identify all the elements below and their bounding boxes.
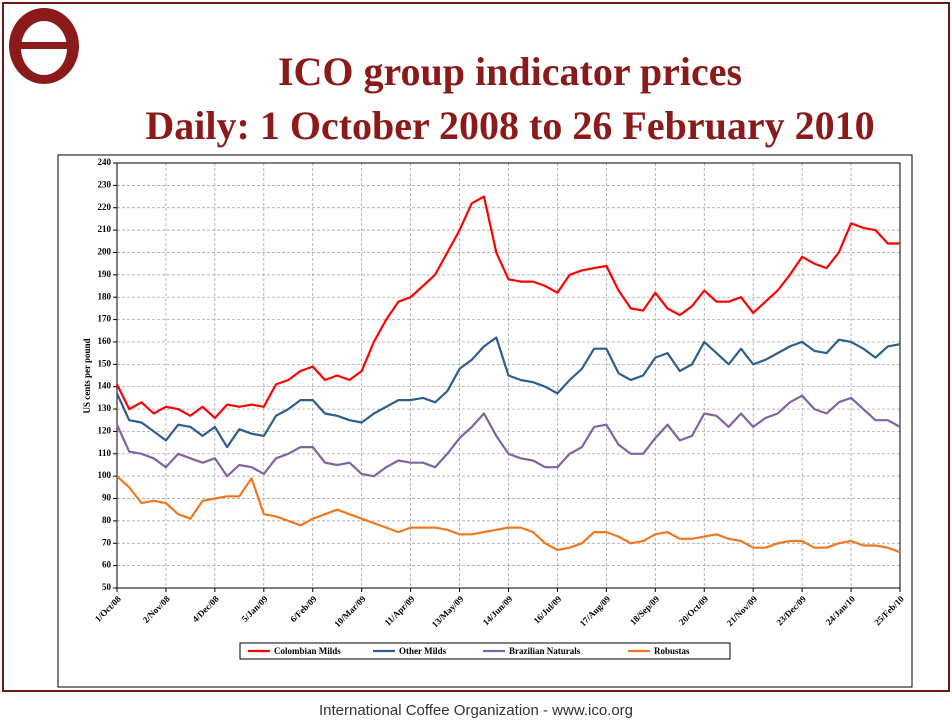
y-tick-label: 130 bbox=[98, 403, 112, 413]
y-tick-label: 100 bbox=[98, 470, 112, 480]
y-tick-label: 140 bbox=[98, 381, 112, 391]
chart-subtitle: Daily: 1 October 2008 to 26 February 201… bbox=[145, 103, 874, 148]
series-line bbox=[116, 195, 900, 420]
legend-label: Other Milds bbox=[399, 646, 447, 656]
y-tick-label: 150 bbox=[98, 358, 112, 368]
y-tick-label: 220 bbox=[98, 202, 112, 212]
y-tick-label: 50 bbox=[102, 582, 112, 592]
y-axis-label: US cents per pound bbox=[82, 338, 92, 413]
chart-title: ICO group indicator prices bbox=[278, 49, 742, 94]
legend-label: Robustas bbox=[654, 646, 690, 656]
series-line bbox=[115, 394, 901, 478]
y-tick-label: 160 bbox=[98, 336, 112, 346]
y-tick-label: 120 bbox=[98, 425, 112, 435]
y-tick-label: 80 bbox=[102, 515, 112, 525]
y-tick-label: 200 bbox=[98, 247, 112, 257]
logo bbox=[9, 8, 79, 84]
y-tick-label: 70 bbox=[102, 537, 112, 547]
y-tick-label: 180 bbox=[98, 291, 112, 301]
y-tick-label: 170 bbox=[98, 314, 112, 324]
y-tick-label: 90 bbox=[102, 493, 112, 503]
legend-item: Robustas bbox=[628, 646, 690, 656]
series-line bbox=[116, 475, 901, 554]
y-tick-label: 110 bbox=[98, 448, 112, 458]
y-tick-label: 230 bbox=[98, 179, 112, 189]
footer: International Coffee Organization - www.… bbox=[319, 702, 633, 719]
y-tick-label: 60 bbox=[102, 560, 112, 570]
y-tick-label: 190 bbox=[98, 269, 112, 279]
series-line bbox=[115, 336, 901, 449]
plot-border bbox=[116, 162, 901, 589]
y-tick-label: 210 bbox=[98, 224, 112, 234]
legend-label: Brazilian Naturals bbox=[509, 646, 581, 656]
legend-item: Other Milds bbox=[373, 646, 447, 656]
y-tick-label: 240 bbox=[98, 157, 112, 167]
legend-item: Colombian Milds bbox=[248, 646, 341, 656]
legend-label: Colombian Milds bbox=[274, 646, 341, 656]
legend-item: Brazilian Naturals bbox=[483, 646, 581, 656]
